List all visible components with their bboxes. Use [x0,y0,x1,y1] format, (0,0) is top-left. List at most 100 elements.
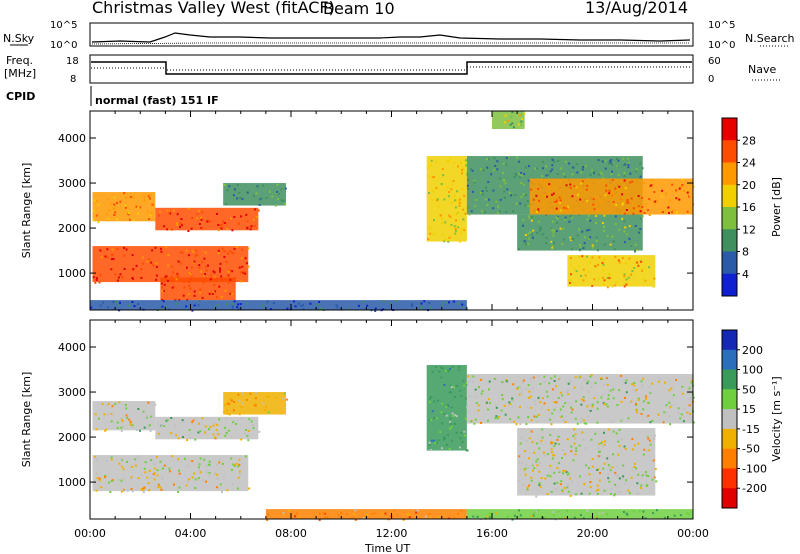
echo-speckle [108,481,111,484]
echo-speckle [471,169,474,172]
echo-speckle [94,455,96,458]
echo-speckle [511,111,514,114]
echo-speckle [657,413,660,416]
echo-speckle [650,391,653,394]
echo-speckle [229,250,232,253]
echo-speckle [420,302,423,305]
echo-speckle [566,486,569,489]
echo-speckle [533,415,536,418]
echo-speckle [530,377,532,380]
echo-speckle [232,483,234,486]
velocity-echo-region [466,374,693,424]
echo-speckle [446,302,449,305]
echo-speckle [581,431,584,434]
echo-speckle [554,487,557,490]
echo-speckle [216,433,219,436]
echo-speckle [625,512,628,515]
echo-speckle [498,210,501,213]
echo-speckle [630,400,633,403]
echo-speckle [453,199,456,202]
echo-speckle [102,301,105,304]
echo-speckle [149,214,152,217]
echo-speckle [231,270,234,273]
echo-speckle [573,386,576,389]
echo-speckle [549,433,552,436]
echo-speckle [548,382,551,385]
echo-speckle [632,212,635,215]
echo-speckle [542,516,544,519]
echo-speckle [419,302,422,305]
echo-speckle [131,490,134,493]
echo-speckle [488,198,490,201]
echo-speckle [110,480,113,482]
echo-speckle [688,195,691,198]
echo-speckle [175,222,178,225]
echo-speckle [116,421,119,424]
echo-speckle [481,210,484,213]
echo-speckle [607,397,610,400]
echo-speckle [449,417,452,420]
echo-speckle [437,516,440,518]
echo-speckle [564,160,567,163]
echo-speckle [675,189,678,192]
echo-speckle [553,161,556,163]
echo-speckle [650,179,653,182]
colorbar-swatch [722,140,737,163]
echo-speckle [535,460,538,463]
echo-speckle [205,471,208,474]
echo-speckle [604,440,606,443]
power-echo-region [92,192,156,222]
echo-speckle [225,432,228,434]
echo-speckle [254,397,257,400]
echo-speckle [639,162,642,165]
echo-speckle [198,463,201,466]
echo-speckle [537,209,540,212]
echo-speckle [514,194,517,196]
echo-speckle [618,261,621,264]
echo-speckle [581,255,584,258]
echo-speckle [610,493,612,495]
echo-speckle [579,375,582,378]
echo-speckle [563,238,566,241]
echo-speckle [506,515,509,518]
echo-speckle [535,200,538,203]
echo-speckle [690,396,693,399]
echo-speckle [637,398,640,401]
echo-speckle [591,169,594,172]
echo-speckle [629,172,632,175]
x-tick-label: 00:00 [74,527,106,540]
echo-speckle [204,251,207,254]
colorbar-tick-label: 15 [742,403,756,416]
echo-speckle [430,159,433,162]
echo-speckle [443,198,446,201]
echo-speckle [686,411,689,414]
echo-speckle [617,199,620,202]
echo-speckle [199,430,202,433]
echo-speckle [522,379,525,382]
echo-speckle [486,166,489,169]
echo-speckle [542,194,545,197]
echo-speckle [161,489,164,491]
echo-speckle [565,470,568,473]
echo-speckle [128,418,131,421]
echo-speckle [682,420,685,423]
echo-speckle [463,194,466,197]
echo-speckle [137,206,140,209]
cpid-label: CPID [6,90,35,103]
echo-speckle [562,227,565,230]
echo-speckle [202,281,205,284]
echo-speckle [191,279,194,282]
echo-speckle [264,409,267,412]
echo-speckle [440,217,443,220]
echo-speckle [595,516,598,519]
echo-speckle [267,513,270,516]
echo-speckle [531,463,534,466]
echo-speckle [544,477,547,480]
echo-speckle [468,380,471,383]
echo-speckle [460,509,463,512]
echo-speckle [567,393,570,396]
echo-speckle [294,305,297,308]
echo-speckle [611,466,614,469]
echo-speckle [134,458,137,461]
echo-speckle [465,449,468,452]
